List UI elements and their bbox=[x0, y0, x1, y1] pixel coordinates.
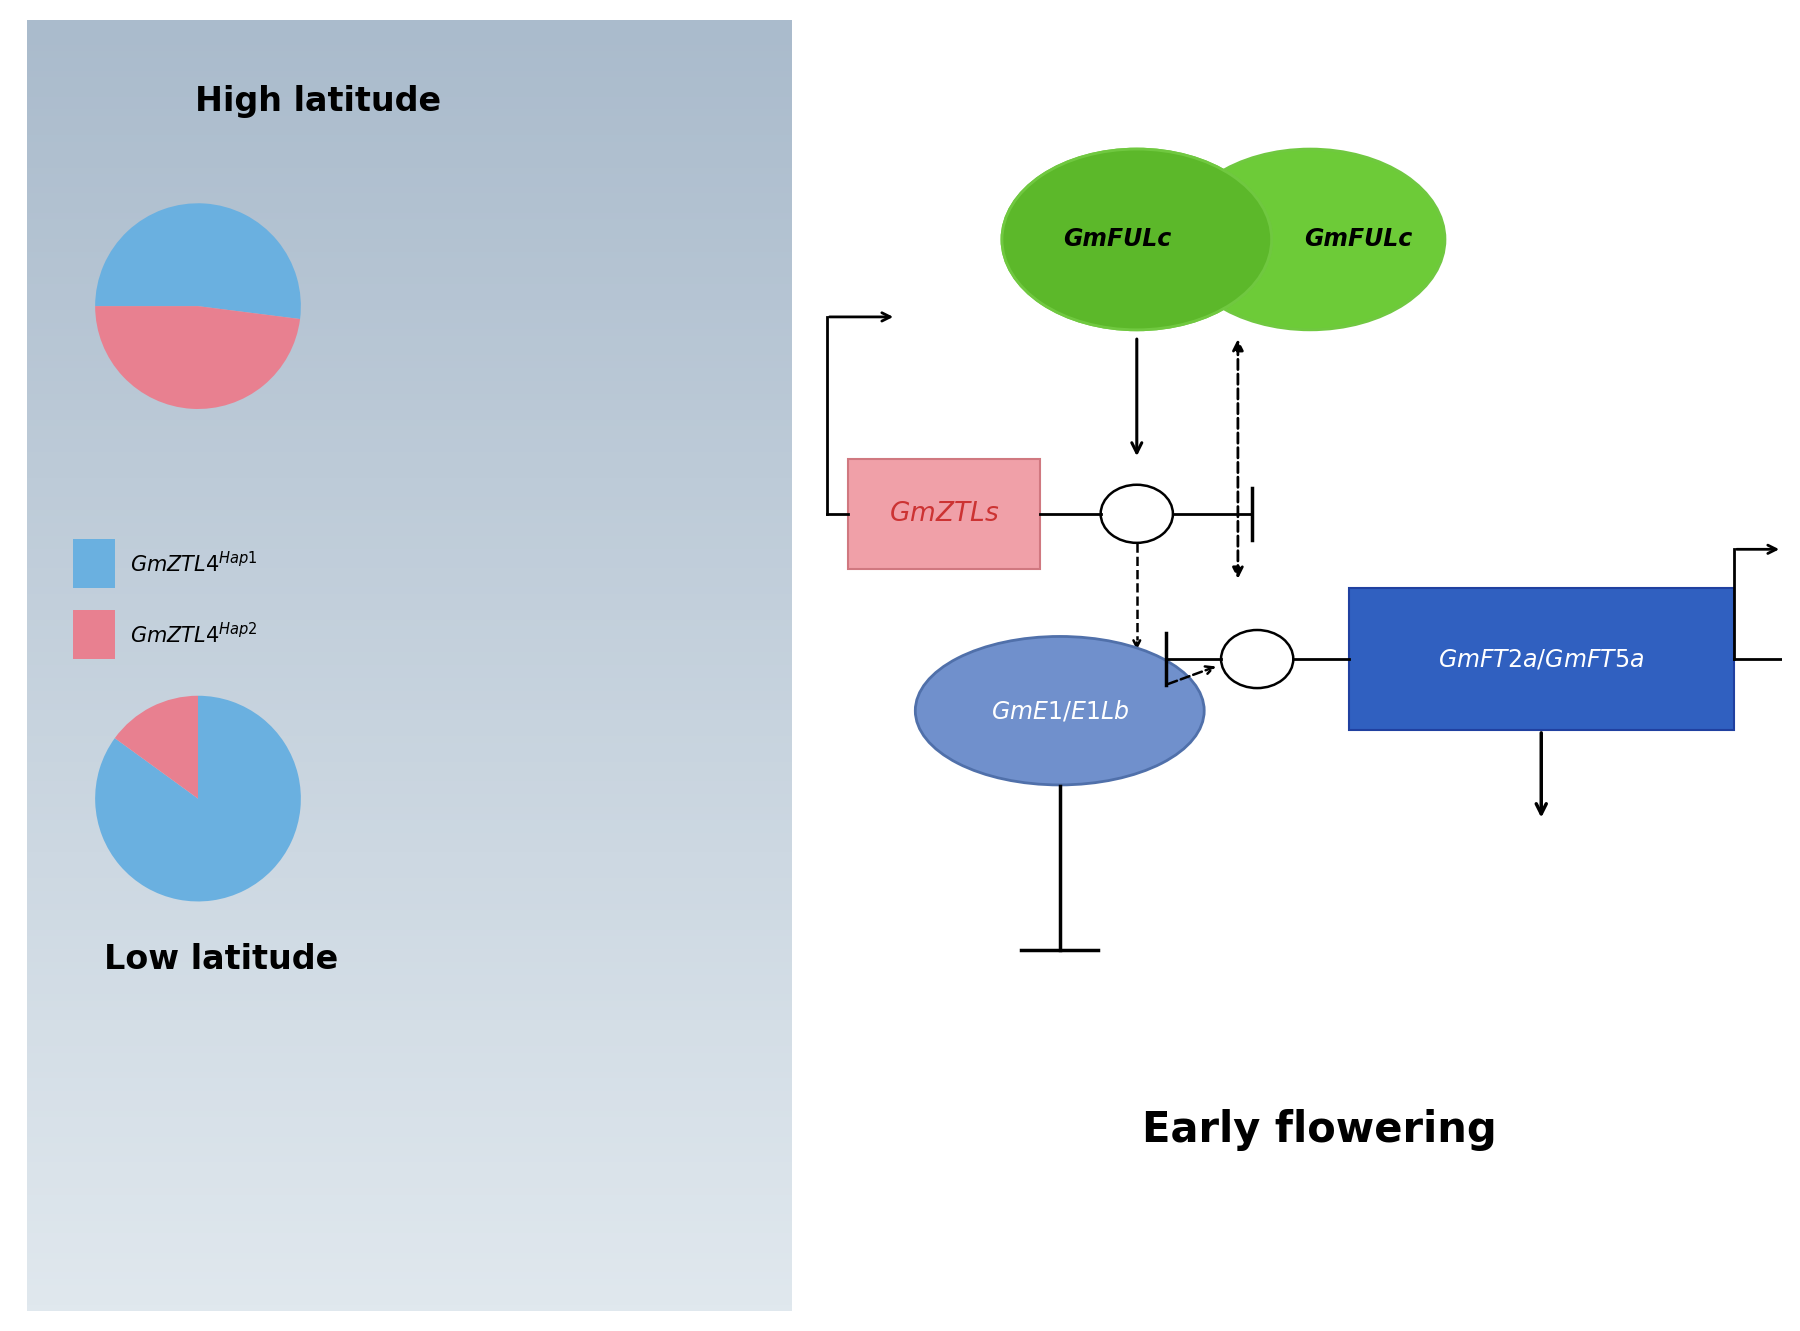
Text: GmFULc: GmFULc bbox=[1305, 228, 1413, 252]
Text: $\mathit{GmE1/E1Lb}$: $\mathit{GmE1/E1Lb}$ bbox=[990, 699, 1129, 723]
Ellipse shape bbox=[1175, 149, 1445, 330]
Text: $\mathit{GmZTLs}$: $\mathit{GmZTLs}$ bbox=[889, 500, 999, 527]
Text: Early flowering: Early flowering bbox=[1143, 1109, 1498, 1151]
Text: GmFULc: GmFULc bbox=[1064, 228, 1172, 252]
Ellipse shape bbox=[1003, 149, 1271, 330]
Wedge shape bbox=[115, 696, 198, 799]
Wedge shape bbox=[95, 306, 301, 409]
FancyBboxPatch shape bbox=[810, 7, 1791, 1324]
Wedge shape bbox=[95, 696, 301, 901]
FancyBboxPatch shape bbox=[72, 610, 115, 659]
Ellipse shape bbox=[914, 636, 1204, 785]
Ellipse shape bbox=[1220, 630, 1292, 688]
Text: Low latitude: Low latitude bbox=[104, 944, 338, 976]
Text: High latitude: High latitude bbox=[196, 84, 441, 117]
Ellipse shape bbox=[1100, 484, 1174, 543]
Wedge shape bbox=[95, 204, 301, 319]
FancyBboxPatch shape bbox=[848, 459, 1040, 568]
Text: $\mathit{GmFT2a/GmFT5a}$: $\mathit{GmFT2a/GmFT5a}$ bbox=[1438, 647, 1645, 671]
Text: $\mathit{GmZTL4}^{Hap2}$: $\mathit{GmZTL4}^{Hap2}$ bbox=[130, 622, 257, 647]
Ellipse shape bbox=[1003, 149, 1271, 330]
FancyBboxPatch shape bbox=[1348, 588, 1733, 729]
FancyBboxPatch shape bbox=[72, 539, 115, 588]
Text: $\mathit{GmZTL4}^{Hap1}$: $\mathit{GmZTL4}^{Hap1}$ bbox=[130, 551, 257, 576]
